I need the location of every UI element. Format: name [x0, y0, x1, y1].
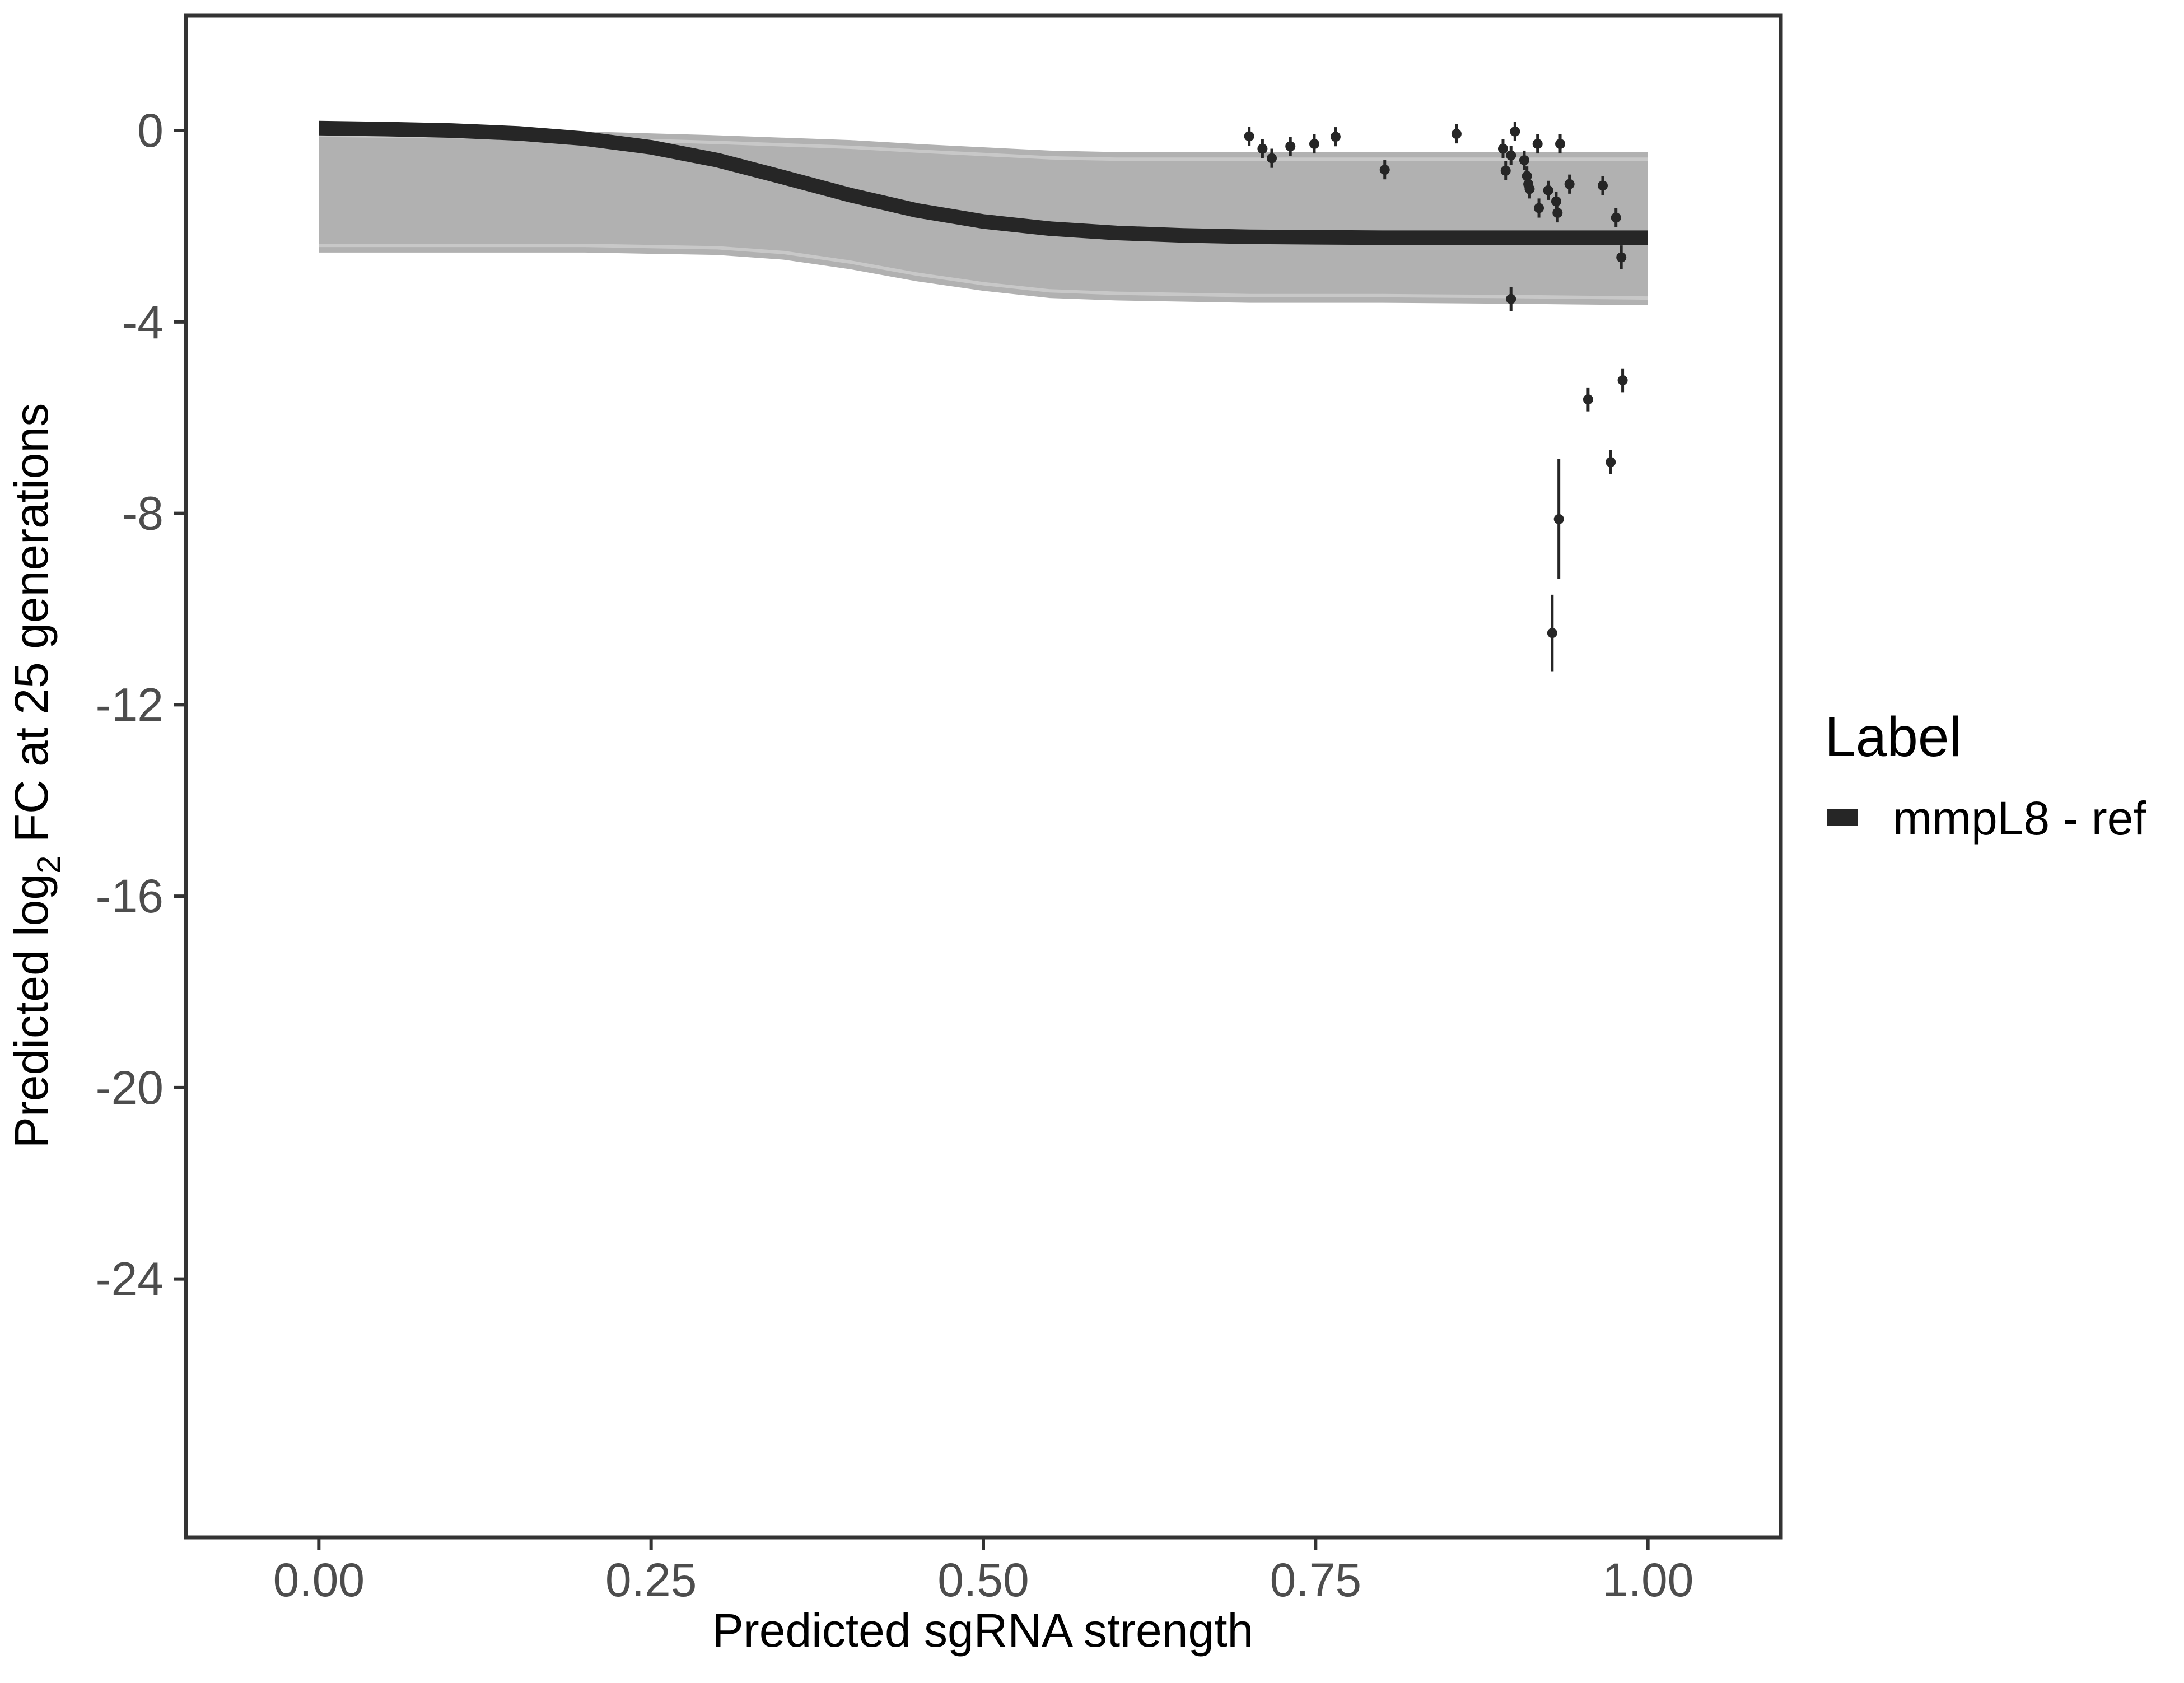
point-marker — [1244, 131, 1254, 142]
data-point — [1597, 176, 1608, 195]
y-tick-label: -4 — [122, 296, 164, 348]
point-marker — [1506, 293, 1516, 304]
point-marker — [1330, 132, 1341, 142]
point-marker — [1564, 179, 1575, 189]
x-tick-label: 0.00 — [273, 1554, 365, 1606]
y-tick-label: -8 — [122, 487, 164, 540]
data-point — [1309, 134, 1319, 154]
data-point — [1534, 198, 1544, 218]
legend-key-mmpl8-ref — [1827, 809, 1858, 826]
point-marker — [1611, 212, 1621, 223]
y-tick-label: -12 — [96, 678, 164, 731]
data-point — [1583, 387, 1593, 412]
point-marker — [1606, 457, 1616, 468]
point-marker — [1597, 180, 1608, 191]
point-marker — [1510, 126, 1520, 137]
point-marker — [1547, 628, 1557, 638]
points-layer — [1244, 122, 1628, 672]
data-point — [1257, 139, 1268, 158]
point-marker — [1257, 143, 1268, 154]
data-point — [1451, 124, 1462, 144]
point-marker — [1617, 375, 1628, 386]
point-marker — [1497, 143, 1508, 154]
data-point — [1244, 127, 1254, 146]
x-tick-label: 0.25 — [605, 1554, 697, 1606]
data-point — [1506, 146, 1516, 165]
data-point — [1617, 368, 1628, 393]
y-tick-label: -24 — [96, 1253, 164, 1306]
y-axis-title-subscript: 2 — [31, 856, 67, 874]
point-marker — [1451, 129, 1462, 139]
x-tick-label: 0.75 — [1270, 1554, 1362, 1606]
data-point — [1510, 122, 1520, 141]
data-point — [1524, 179, 1535, 199]
data-point — [1506, 287, 1516, 311]
y-tick-label: -20 — [96, 1061, 164, 1114]
data-point — [1547, 594, 1557, 672]
data-point — [1555, 134, 1566, 154]
data-point — [1285, 137, 1296, 156]
y-axis-title: Predicted log2 FC at 25 generations — [5, 403, 67, 1148]
data-point — [1616, 245, 1627, 269]
point-marker — [1552, 208, 1563, 218]
x-axis: 0.00 0.25 0.50 0.75 1.00 — [273, 1537, 1694, 1606]
legend: Label mmpL8 - ref — [1824, 706, 2146, 845]
y-tick-label: 0 — [137, 104, 164, 157]
x-tick-label: 1.00 — [1602, 1554, 1694, 1606]
y-axis-title-prefix: Predicted log — [5, 874, 58, 1148]
data-point — [1532, 134, 1543, 154]
series-layer — [319, 120, 1648, 245]
data-point — [1543, 180, 1553, 200]
point-marker — [1379, 165, 1390, 175]
point-marker — [1285, 141, 1296, 152]
point-marker — [1543, 185, 1553, 195]
point-marker — [1267, 153, 1277, 164]
point-marker — [1309, 138, 1319, 149]
data-point — [1553, 459, 1564, 579]
data-point — [1497, 139, 1508, 158]
series-line-mmpl8-ref — [319, 120, 1648, 245]
legend-title: Label — [1824, 706, 1962, 768]
data-point — [1606, 450, 1616, 474]
point-marker — [1583, 394, 1593, 405]
x-tick-label: 0.50 — [937, 1554, 1029, 1606]
x-axis-title: Predicted sgRNA strength — [712, 1604, 1254, 1657]
point-marker — [1555, 138, 1566, 149]
point-marker — [1616, 252, 1627, 263]
point-marker — [1534, 203, 1544, 213]
data-point — [1500, 161, 1511, 180]
data-point — [1564, 174, 1575, 194]
data-point — [1611, 208, 1621, 227]
point-marker — [1524, 184, 1535, 194]
data-point — [1330, 127, 1341, 147]
data-point — [1519, 150, 1529, 170]
point-marker — [1532, 138, 1543, 149]
y-axis-title-suffix: FC at 25 generations — [5, 403, 58, 856]
point-marker — [1553, 514, 1564, 524]
data-point — [1552, 203, 1563, 223]
data-point — [1267, 148, 1277, 168]
y-axis: 0 -4 -8 -12 -16 -20 -24 — [96, 104, 186, 1306]
data-point — [1379, 160, 1390, 180]
point-marker — [1500, 165, 1511, 176]
legend-label-mmpl8-ref: mmpL8 - ref — [1893, 792, 2146, 845]
y-tick-label: -16 — [96, 870, 164, 922]
point-marker — [1506, 150, 1516, 161]
point-marker — [1519, 155, 1529, 166]
posterior-band-edge — [319, 244, 1648, 300]
